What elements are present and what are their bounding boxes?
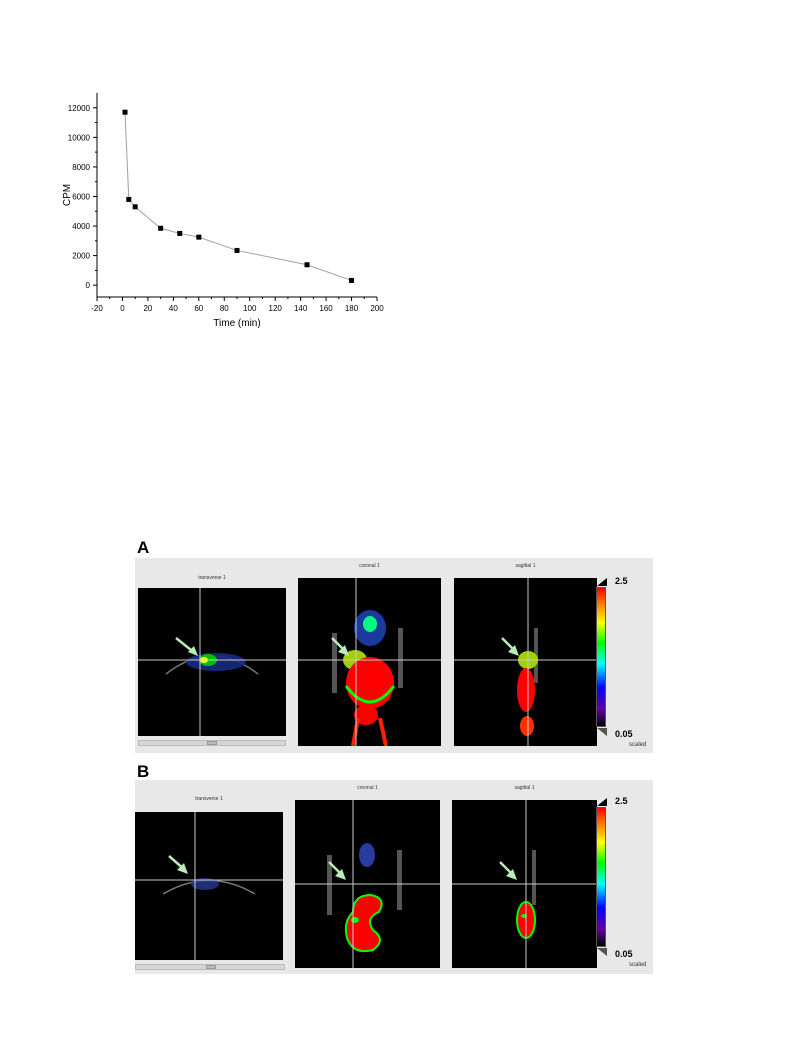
scroll-thumb[interactable] bbox=[207, 741, 217, 745]
x-tick-label: 60 bbox=[194, 304, 203, 313]
y-tick-label: 8000 bbox=[72, 163, 90, 172]
colorbar-min-marker[interactable] bbox=[597, 728, 607, 736]
sagittal-view[interactable] bbox=[454, 578, 597, 746]
y-tick-label: 6000 bbox=[72, 192, 90, 201]
figure-letter: A bbox=[137, 538, 150, 557]
colorbar bbox=[596, 807, 606, 947]
data-point bbox=[304, 262, 310, 268]
x-tick-label: 40 bbox=[169, 304, 178, 313]
cpm-time-chart: -20 0 20 40 60 80 100 120 140 160 180 2000200040006… bbox=[62, 93, 384, 329]
x-tick-label: 140 bbox=[294, 304, 308, 313]
y-tick-label: 0 bbox=[86, 281, 91, 290]
view-title-coronal: coronal 1 bbox=[357, 785, 378, 791]
x-tick-label: 100 bbox=[243, 304, 257, 313]
data-point bbox=[158, 225, 164, 231]
x-axis-label: Time (min) bbox=[213, 318, 260, 329]
sagittal-view[interactable] bbox=[452, 800, 597, 968]
coronal-scan bbox=[295, 800, 440, 968]
figure-letter: B bbox=[137, 762, 150, 781]
x-tick-label: 200 bbox=[370, 304, 384, 313]
transverse-scrollbar[interactable] bbox=[138, 740, 286, 746]
sagittal-scan bbox=[454, 578, 597, 746]
data-point bbox=[349, 277, 355, 283]
colorbar-max-marker[interactable] bbox=[597, 578, 607, 586]
x-tick-label: 160 bbox=[319, 304, 333, 313]
transverse-scan bbox=[138, 588, 286, 736]
data-point bbox=[177, 230, 183, 236]
data-point bbox=[196, 234, 202, 240]
colorbar-min-marker[interactable] bbox=[597, 948, 607, 956]
x-tick-label: -20 bbox=[91, 304, 103, 313]
pet-figure-a: A transverse 1 coronal 1 sagittal 1 bbox=[135, 538, 653, 753]
colorbar-max-label: 2.5 bbox=[615, 576, 628, 586]
x-tick-label: 80 bbox=[220, 304, 229, 313]
sagittal-scan bbox=[452, 800, 597, 968]
y-tick-label: 4000 bbox=[72, 222, 90, 231]
colorbar-min-label: 0.05 bbox=[615, 949, 633, 959]
view-title-sagittal: sagittal 1 bbox=[514, 785, 535, 791]
transverse-view[interactable] bbox=[135, 812, 283, 960]
transverse-view[interactable] bbox=[138, 588, 286, 736]
coronal-view[interactable] bbox=[295, 800, 440, 968]
view-title-transverse: transverse 1 bbox=[198, 575, 226, 581]
colorbar-max-label: 2.5 bbox=[615, 796, 628, 806]
x-tick-label: 180 bbox=[345, 304, 359, 313]
series-line bbox=[124, 112, 352, 281]
x-tick-label: 120 bbox=[269, 304, 283, 313]
view-title-coronal: coronal 1 bbox=[359, 563, 380, 569]
view-title-sagittal: sagittal 1 bbox=[515, 563, 536, 569]
colorbar-min-label: 0.05 bbox=[615, 729, 633, 739]
y-tick-label: 12000 bbox=[68, 104, 91, 113]
y-tick-label: 2000 bbox=[72, 252, 90, 261]
data-point bbox=[132, 204, 138, 210]
y-axis-label: CPM bbox=[62, 184, 73, 206]
pet-figure-b: B transverse 1 coronal 1 sagittal 1 bbox=[135, 762, 653, 974]
view-title-transverse: transverse 1 bbox=[195, 796, 223, 802]
coronal-scan bbox=[298, 578, 441, 746]
scroll-thumb[interactable] bbox=[206, 965, 216, 969]
data-point bbox=[122, 109, 128, 115]
data-point bbox=[126, 196, 132, 202]
x-tick-label: 20 bbox=[143, 304, 152, 313]
coronal-view[interactable] bbox=[298, 578, 441, 746]
colorbar-mode-label: scaled bbox=[629, 742, 647, 748]
transverse-scan bbox=[135, 812, 283, 960]
colorbar bbox=[596, 587, 606, 727]
data-point bbox=[234, 247, 240, 253]
x-tick-label: 0 bbox=[120, 304, 125, 313]
colorbar-mode-label: scaled bbox=[629, 962, 647, 968]
colorbar-max-marker[interactable] bbox=[597, 798, 607, 806]
y-tick-label: 10000 bbox=[68, 133, 91, 142]
transverse-scrollbar[interactable] bbox=[135, 964, 285, 970]
